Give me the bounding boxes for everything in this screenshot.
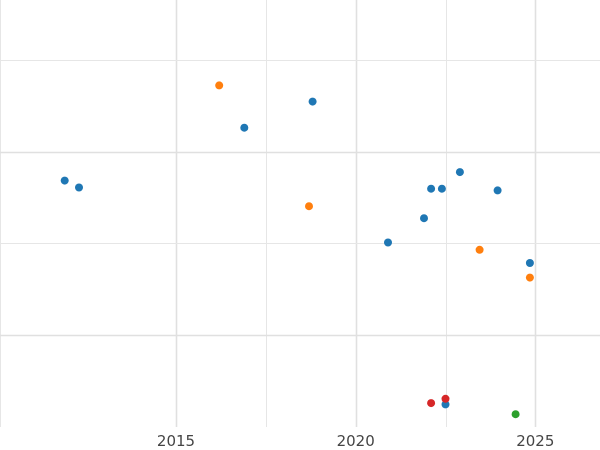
scatter-point [308,97,317,106]
scatter-point [240,123,249,132]
scatter-point [455,168,464,177]
scatter-point [525,259,534,267]
scatter-point [441,394,450,403]
x-tick-label: 2015 [157,432,195,450]
scatter-point [525,273,534,282]
grid-layer [0,0,600,427]
scatter-point [511,410,520,419]
scatter-point [75,183,83,192]
scatter-point [441,400,450,409]
scatter-point [427,399,436,408]
scatter-point [420,214,428,223]
x-tick-label: 2025 [516,432,554,450]
scatter-point [437,184,446,193]
scatter-point [215,81,224,90]
points-layer [60,81,534,419]
scatter-point [475,245,484,254]
scatter-point [60,176,69,185]
x-tick-labels: 2015 2020 2025 [157,432,554,450]
scatter-point [384,238,392,247]
scatter-point [493,186,502,195]
scatter-point [427,184,436,193]
scatter-point [305,202,313,211]
x-tick-label: 2020 [337,432,375,450]
